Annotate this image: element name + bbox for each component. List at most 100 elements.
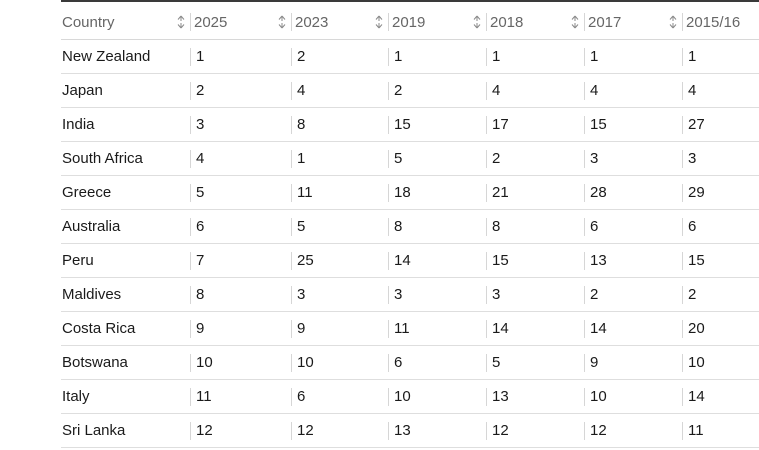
rank-cell: 5 xyxy=(486,345,584,380)
rank-cell: 11 xyxy=(682,413,759,448)
rank-cell: 12 xyxy=(486,413,584,448)
rank-value: 11 xyxy=(682,421,759,440)
country-cell: Greece xyxy=(61,175,190,210)
rank-cell: 1 xyxy=(584,39,682,74)
rank-value: 13 xyxy=(486,387,584,406)
rank-cell: 3 xyxy=(682,141,759,176)
column-header-year[interactable]: 2019 xyxy=(388,5,486,40)
rank-value: 3 xyxy=(486,285,584,304)
rank-value: 1 xyxy=(291,149,388,168)
sort-up-down-icon[interactable] xyxy=(570,14,580,30)
rank-value: 6 xyxy=(682,217,759,236)
rank-value: 17 xyxy=(486,115,584,134)
rank-value: 10 xyxy=(291,353,388,372)
rank-cell: 3 xyxy=(291,277,388,312)
rank-value: 7 xyxy=(190,251,291,270)
rank-value: 5 xyxy=(291,217,388,236)
rank-value: 1 xyxy=(486,47,584,66)
rank-cell: 5 xyxy=(388,141,486,176)
rank-value: 12 xyxy=(584,421,682,440)
rank-value: 8 xyxy=(486,217,584,236)
column-header-label: 2018 xyxy=(490,13,524,31)
table-header: Country 2025 xyxy=(61,5,759,40)
rank-value: 8 xyxy=(388,217,486,236)
rank-cell: 12 xyxy=(190,413,291,448)
rank-cell: 3 xyxy=(190,107,291,142)
rank-value: 9 xyxy=(291,319,388,338)
rank-value: 10 xyxy=(190,353,291,372)
rank-value: 11 xyxy=(291,183,388,202)
rank-value: 20 xyxy=(682,319,759,338)
rank-cell: 4 xyxy=(584,73,682,108)
rank-value: 13 xyxy=(388,421,486,440)
rank-value: 2 xyxy=(584,285,682,304)
column-header-year[interactable]: 2023 xyxy=(291,5,388,40)
rank-value: 10 xyxy=(584,387,682,406)
column-header-year[interactable]: 2025 xyxy=(190,5,291,40)
rank-value: 3 xyxy=(291,285,388,304)
rank-cell: 1 xyxy=(388,39,486,74)
rank-cell: 9 xyxy=(291,311,388,346)
table-body: New Zealand 1 2 1 1 1 1 Japan 2 4 2 4 4 4 India 3 8 15 17 1… xyxy=(61,39,759,448)
rank-value: 14 xyxy=(388,251,486,270)
rank-value: 1 xyxy=(584,47,682,66)
column-header-year[interactable]: 2018 xyxy=(486,5,584,40)
rank-value: 6 xyxy=(388,353,486,372)
rank-cell: 4 xyxy=(682,73,759,108)
rank-cell: 11 xyxy=(291,175,388,210)
rank-cell: 10 xyxy=(190,345,291,380)
rank-cell: 10 xyxy=(584,379,682,414)
rank-value: 6 xyxy=(584,217,682,236)
rank-cell: 15 xyxy=(682,243,759,278)
rank-cell: 3 xyxy=(584,141,682,176)
rank-cell: 29 xyxy=(682,175,759,210)
rank-value: 1 xyxy=(190,47,291,66)
rank-cell: 3 xyxy=(388,277,486,312)
rank-cell: 4 xyxy=(291,73,388,108)
rank-cell: 1 xyxy=(486,39,584,74)
rank-cell: 8 xyxy=(190,277,291,312)
rank-cell: 2 xyxy=(388,73,486,108)
country-cell: Maldives xyxy=(61,277,190,312)
rank-cell: 27 xyxy=(682,107,759,142)
rank-value: 25 xyxy=(291,251,388,270)
rank-value: 9 xyxy=(190,319,291,338)
rank-value: 12 xyxy=(486,421,584,440)
sort-up-down-icon[interactable] xyxy=(277,14,287,30)
table-top-rule xyxy=(61,0,759,2)
rank-cell: 10 xyxy=(291,345,388,380)
column-header-country[interactable]: Country xyxy=(61,5,190,40)
column-header-year[interactable]: 2015/16 xyxy=(682,5,759,40)
rank-cell: 10 xyxy=(682,345,759,380)
rank-cell: 14 xyxy=(584,311,682,346)
sort-up-down-icon[interactable] xyxy=(374,14,384,30)
rank-value: 3 xyxy=(388,285,486,304)
rank-value: 4 xyxy=(190,149,291,168)
sort-up-down-icon[interactable] xyxy=(668,14,678,30)
rank-cell: 1 xyxy=(291,141,388,176)
rank-value: 15 xyxy=(682,251,759,270)
rank-cell: 13 xyxy=(584,243,682,278)
rank-value: 21 xyxy=(486,183,584,202)
rank-value: 5 xyxy=(388,149,486,168)
rank-cell: 21 xyxy=(486,175,584,210)
rank-value: 14 xyxy=(584,319,682,338)
country-cell: Botswana xyxy=(61,345,190,380)
rank-value: 5 xyxy=(190,183,291,202)
rank-cell: 4 xyxy=(486,73,584,108)
rank-cell: 5 xyxy=(190,175,291,210)
table-row: Maldives 8 3 3 3 2 2 xyxy=(61,277,759,312)
rank-value: 12 xyxy=(291,421,388,440)
rank-cell: 15 xyxy=(486,243,584,278)
sort-up-down-icon[interactable] xyxy=(176,14,186,30)
rank-cell: 11 xyxy=(388,311,486,346)
rank-cell: 6 xyxy=(190,209,291,244)
sort-up-down-icon[interactable] xyxy=(472,14,482,30)
column-header-label: 2019 xyxy=(392,13,426,31)
rank-value: 4 xyxy=(584,81,682,100)
rank-value: 13 xyxy=(584,251,682,270)
column-header-year[interactable]: 2017 xyxy=(584,5,682,40)
table-row: India 3 8 15 17 15 27 xyxy=(61,107,759,142)
rank-value: 5 xyxy=(486,353,584,372)
rank-value: 1 xyxy=(682,47,759,66)
